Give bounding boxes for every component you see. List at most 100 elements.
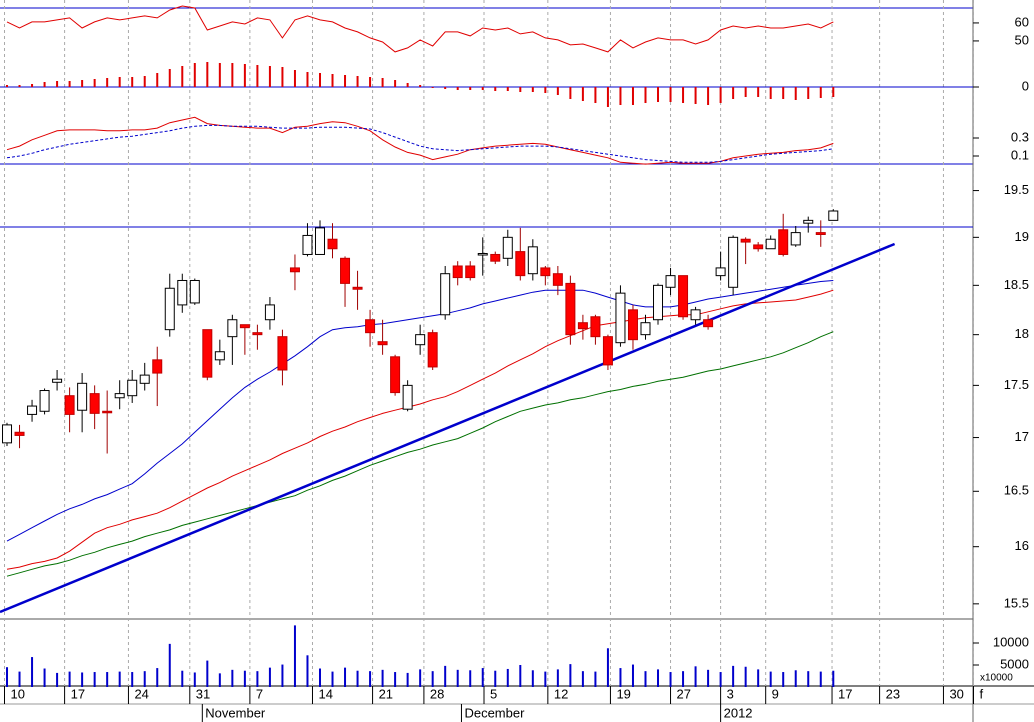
candle-body	[552, 273, 563, 286]
candle-body	[164, 287, 175, 331]
trendline	[0, 242, 896, 614]
x-tick-label: 12	[554, 686, 568, 701]
bar	[544, 671, 547, 687]
bar	[156, 668, 159, 687]
month-label: December	[464, 705, 525, 720]
bar	[669, 672, 672, 687]
bar	[106, 672, 109, 687]
bar	[93, 79, 96, 87]
bar	[318, 668, 321, 687]
bar	[6, 85, 9, 87]
x-tick-label: f	[980, 686, 984, 701]
bar	[494, 87, 497, 91]
candle-body	[653, 284, 664, 321]
y-tick-label: 5000	[1000, 656, 1029, 671]
candle-body	[27, 405, 38, 415]
bar	[782, 87, 785, 99]
bar	[318, 73, 321, 87]
y-tick-label: 18	[1015, 326, 1029, 341]
bar	[31, 84, 34, 87]
candle-body	[515, 251, 526, 277]
bar	[506, 87, 509, 91]
candle-body	[440, 273, 451, 316]
candle-body	[765, 238, 776, 250]
bar	[494, 670, 497, 687]
candle-body	[590, 316, 601, 338]
bar	[519, 664, 522, 687]
bar	[481, 87, 484, 90]
y-tick-label: 18.5	[1004, 277, 1029, 292]
bar	[43, 668, 46, 687]
candle-body	[703, 319, 714, 328]
bar	[594, 87, 597, 103]
bar	[506, 668, 509, 687]
candle-body	[690, 309, 701, 321]
x-tick-label: 17	[838, 686, 852, 701]
bar	[431, 671, 434, 687]
bar	[732, 665, 735, 687]
bar	[356, 670, 359, 687]
bar	[331, 74, 334, 87]
bar	[131, 672, 134, 687]
candle-body	[289, 267, 300, 273]
bar	[68, 671, 71, 687]
bar	[131, 77, 134, 87]
bar	[18, 85, 21, 87]
bar	[619, 87, 622, 105]
candle-body	[89, 393, 100, 414]
bar	[794, 670, 797, 687]
x-tick-label: 27	[677, 686, 691, 701]
candle-body	[640, 322, 651, 336]
bar	[344, 667, 347, 687]
y-tick-label: 17	[1015, 429, 1029, 444]
candle-body	[252, 332, 263, 336]
candle-body	[715, 267, 726, 277]
candle-body	[778, 229, 789, 255]
bar	[256, 65, 259, 87]
bar	[606, 87, 609, 107]
candle-body	[728, 236, 739, 288]
y-tick-label: 19.5	[1004, 182, 1029, 197]
bar	[218, 63, 221, 87]
bar	[381, 669, 384, 687]
bar	[206, 660, 209, 687]
x-tick-label: 31	[196, 686, 210, 701]
candle-body	[302, 234, 313, 255]
moving-average	[6, 331, 834, 577]
bar	[419, 669, 422, 687]
bar	[569, 87, 572, 99]
candle-body	[490, 253, 501, 262]
bar	[168, 643, 171, 687]
bar	[31, 657, 34, 687]
candle-body	[189, 279, 200, 304]
bar	[707, 669, 710, 687]
candle-body	[390, 356, 401, 394]
y-tick-label: 50	[1015, 32, 1029, 47]
candle-body	[477, 253, 488, 256]
candle-body	[602, 336, 613, 366]
bar	[6, 667, 9, 687]
candle-body	[39, 390, 50, 412]
bar	[657, 87, 660, 102]
x-tick-label: 10	[11, 686, 25, 701]
x-tick-label: 17	[71, 686, 85, 701]
candle-body	[565, 282, 576, 336]
candle-body	[77, 382, 88, 411]
bar	[619, 668, 622, 687]
candle-body	[577, 322, 588, 330]
bar	[819, 671, 822, 687]
bar	[769, 671, 772, 687]
bar	[732, 87, 735, 99]
bar	[669, 87, 672, 102]
candle-body	[465, 265, 476, 279]
candle-body	[753, 244, 764, 250]
bar	[832, 670, 835, 687]
candle-body	[152, 359, 163, 374]
bar	[682, 87, 685, 103]
bar	[344, 75, 347, 87]
bar	[581, 87, 584, 101]
candle-body	[740, 238, 751, 243]
month-label: 2012	[724, 705, 753, 720]
